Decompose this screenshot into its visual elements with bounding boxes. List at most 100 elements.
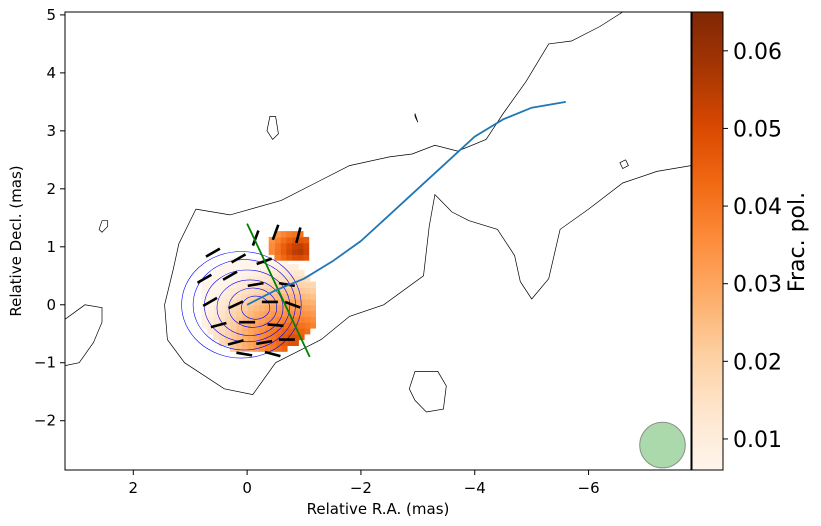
pol-pixel	[292, 339, 299, 346]
pol-pixel	[207, 293, 214, 300]
evpa-vector	[271, 224, 280, 241]
pol-pixel	[309, 281, 316, 288]
pol-pixel	[297, 231, 304, 238]
pol-pixel	[298, 299, 305, 306]
pol-pixel	[258, 281, 265, 288]
pol-pixel	[298, 287, 305, 294]
pol-pixel	[281, 316, 288, 323]
evpa-vector	[247, 281, 264, 288]
pol-pixel	[241, 275, 248, 283]
pol-pixel	[268, 242, 275, 250]
pol-pixel	[304, 328, 311, 335]
pol-pixel	[275, 345, 282, 352]
pol-pixel	[274, 236, 281, 244]
pol-pixel	[241, 345, 248, 352]
pol-pixel	[264, 270, 271, 277]
y-tick-label: −1	[34, 354, 56, 372]
pol-pixel	[235, 304, 242, 312]
contour-island-6	[408, 371, 447, 413]
pol-pixel	[235, 264, 242, 271]
pol-pixel	[247, 339, 254, 346]
pol-pixel	[247, 316, 254, 323]
colorbar-label: Frac. pol.	[785, 192, 810, 292]
pol-pixel	[235, 281, 242, 288]
pol-pixel	[207, 316, 214, 323]
pol-pixel	[207, 322, 214, 329]
evpa-vector	[236, 351, 253, 357]
pol-pixel	[218, 339, 225, 346]
pol-pixel	[218, 299, 225, 306]
pol-pixel	[286, 293, 294, 300]
pol-pixel	[230, 310, 237, 317]
pol-pixel	[247, 275, 254, 283]
pol-pixel	[275, 339, 282, 346]
pol-pixel	[291, 242, 298, 250]
pol-pixel	[264, 258, 271, 265]
pol-pixel	[258, 328, 265, 335]
pol-pixel	[297, 254, 304, 261]
pol-pixel	[230, 345, 237, 352]
pol-pixel	[201, 316, 208, 323]
pol-pixel	[285, 248, 293, 255]
pol-pixel	[224, 281, 231, 288]
pol-pixel	[247, 293, 254, 300]
pol-pixel	[298, 322, 305, 329]
pol-pixel	[213, 304, 220, 312]
pol-pixel	[292, 316, 299, 323]
pol-pixel	[298, 293, 305, 300]
pol-pixel	[297, 242, 304, 250]
pol-pixel	[235, 275, 242, 283]
pol-pixel	[201, 293, 208, 300]
pol-pixel	[230, 322, 237, 329]
pol-pixel	[275, 275, 282, 283]
pol-pixel	[213, 310, 220, 317]
pol-pixel	[241, 287, 248, 294]
pol-pixel	[281, 333, 288, 341]
pol-pixel	[218, 281, 225, 288]
pol-pixel	[292, 270, 299, 277]
pol-pixel	[235, 293, 242, 300]
evpa-vector	[202, 296, 218, 308]
pol-pixel	[252, 328, 260, 335]
evpa-vector	[267, 323, 284, 328]
colorbar-tick-label: 0.01	[733, 428, 782, 453]
pol-pixel	[292, 304, 299, 312]
pol-pixel	[280, 231, 287, 238]
pol-pixel	[286, 270, 294, 277]
pol-pixel	[218, 270, 225, 277]
pol-pixel	[298, 281, 305, 288]
pol-pixel	[281, 328, 288, 335]
pol-pixel	[286, 328, 294, 335]
evpa-vector	[196, 273, 213, 284]
pol-pixel	[252, 310, 260, 317]
pol-pixel	[285, 254, 293, 261]
pol-pixel	[241, 316, 248, 323]
pol-pixel	[258, 299, 265, 306]
pol-pixel	[258, 345, 265, 352]
pol-pixel	[230, 264, 237, 271]
pol-pixel	[291, 254, 298, 261]
pol-pixel	[224, 328, 231, 335]
pol-pixel	[309, 316, 316, 323]
green-line	[246, 223, 311, 358]
pol-pixel	[241, 304, 248, 312]
pol-pixel	[274, 254, 281, 261]
pol-pixel	[298, 316, 305, 323]
pol-pixel	[304, 299, 311, 306]
pol-pixel	[213, 275, 220, 283]
pol-pixel	[224, 287, 231, 294]
pol-pixel	[285, 236, 293, 244]
pol-pixel	[241, 333, 248, 341]
y-tick-label: 3	[46, 122, 56, 140]
inner-contour-1	[181, 251, 302, 359]
pol-pixel	[224, 316, 231, 323]
pol-pixel	[292, 287, 299, 294]
contour-island-1	[98, 220, 109, 233]
evpa-vector	[205, 247, 221, 258]
pol-pixel	[235, 258, 242, 265]
pol-pixel	[275, 328, 282, 335]
pol-pixel	[292, 299, 299, 306]
pol-pixel	[281, 287, 288, 294]
pol-pixel	[213, 293, 220, 300]
pol-pixel	[235, 270, 242, 277]
